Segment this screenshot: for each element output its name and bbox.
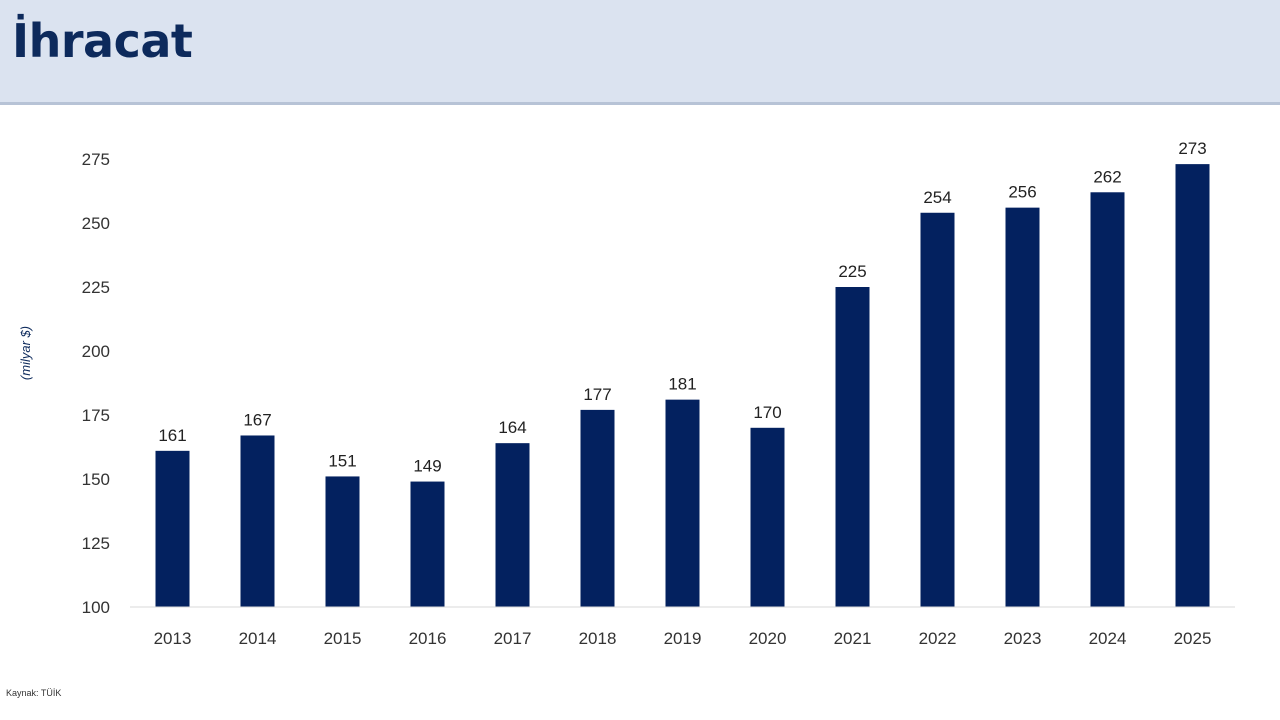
bar-2024 — [1090, 192, 1125, 607]
y-axis-title: (milyar $) — [18, 326, 33, 380]
y-tick-label: 275 — [82, 150, 110, 169]
y-tick-label: 175 — [82, 406, 110, 425]
x-tick-label-2021: 2021 — [834, 629, 872, 648]
x-tick-label-2024: 2024 — [1089, 629, 1127, 648]
x-tick-label-2020: 2020 — [749, 629, 787, 648]
x-tick-label-2023: 2023 — [1004, 629, 1042, 648]
y-tick-label: 150 — [82, 470, 110, 489]
bar-2021 — [835, 287, 870, 607]
data-label-2024: 262 — [1093, 167, 1121, 186]
x-tick-label-2025: 2025 — [1174, 629, 1212, 648]
bar-2020 — [750, 427, 785, 607]
bar-2017 — [495, 443, 530, 607]
bar-2016 — [410, 481, 445, 607]
bar-2015 — [325, 476, 360, 607]
data-label-2019: 181 — [668, 375, 696, 394]
page-title: İhracat — [12, 14, 193, 68]
data-label-2025: 273 — [1178, 139, 1206, 158]
y-tick-label: 125 — [82, 534, 110, 553]
bar-2025 — [1175, 164, 1210, 607]
header-bar: İhracat — [0, 0, 1280, 105]
bar-2018 — [580, 409, 615, 607]
y-tick-label: 100 — [82, 598, 110, 617]
x-tick-label-2013: 2013 — [154, 629, 192, 648]
x-tick-label-2014: 2014 — [239, 629, 277, 648]
data-label-2021: 225 — [838, 262, 866, 281]
bar-2014 — [240, 435, 275, 607]
x-tick-label-2022: 2022 — [919, 629, 957, 648]
data-label-2023: 256 — [1008, 183, 1036, 202]
bar-2022 — [920, 212, 955, 607]
data-label-2016: 149 — [413, 457, 441, 476]
bar-2019 — [665, 399, 700, 607]
x-tick-labels: 2013 2014 2015 2016 2017 2018 2019 2020 2021 2022… — [154, 629, 1212, 648]
data-label-2022: 254 — [923, 188, 951, 207]
bars — [155, 164, 1210, 607]
data-label-2017: 164 — [498, 418, 526, 437]
bar-2023 — [1005, 207, 1040, 607]
x-tick-label-2016: 2016 — [409, 629, 447, 648]
y-tick-label: 225 — [82, 278, 110, 297]
data-label-2018: 177 — [583, 385, 611, 404]
x-tick-label-2018: 2018 — [579, 629, 617, 648]
x-tick-label-2015: 2015 — [324, 629, 362, 648]
data-label-2013: 161 — [158, 426, 186, 445]
x-tick-label-2019: 2019 — [664, 629, 702, 648]
y-tick-label: 250 — [82, 214, 110, 233]
data-labels: 161 167 151 149 164 177 181 170 225 254 256 262 273 — [158, 139, 1206, 475]
y-axis-title-group: (milyar $) — [18, 326, 33, 380]
source-note: Kaynak: TÜİK — [6, 688, 62, 698]
data-label-2015: 151 — [328, 451, 356, 470]
y-tick-label: 200 — [82, 342, 110, 361]
x-tick-label-2017: 2017 — [494, 629, 532, 648]
data-label-2014: 167 — [243, 410, 271, 429]
bar-2013 — [155, 450, 190, 607]
y-tick-labels: 100 125 150 175 200 225 250 275 — [82, 150, 110, 617]
data-label-2020: 170 — [753, 403, 781, 422]
